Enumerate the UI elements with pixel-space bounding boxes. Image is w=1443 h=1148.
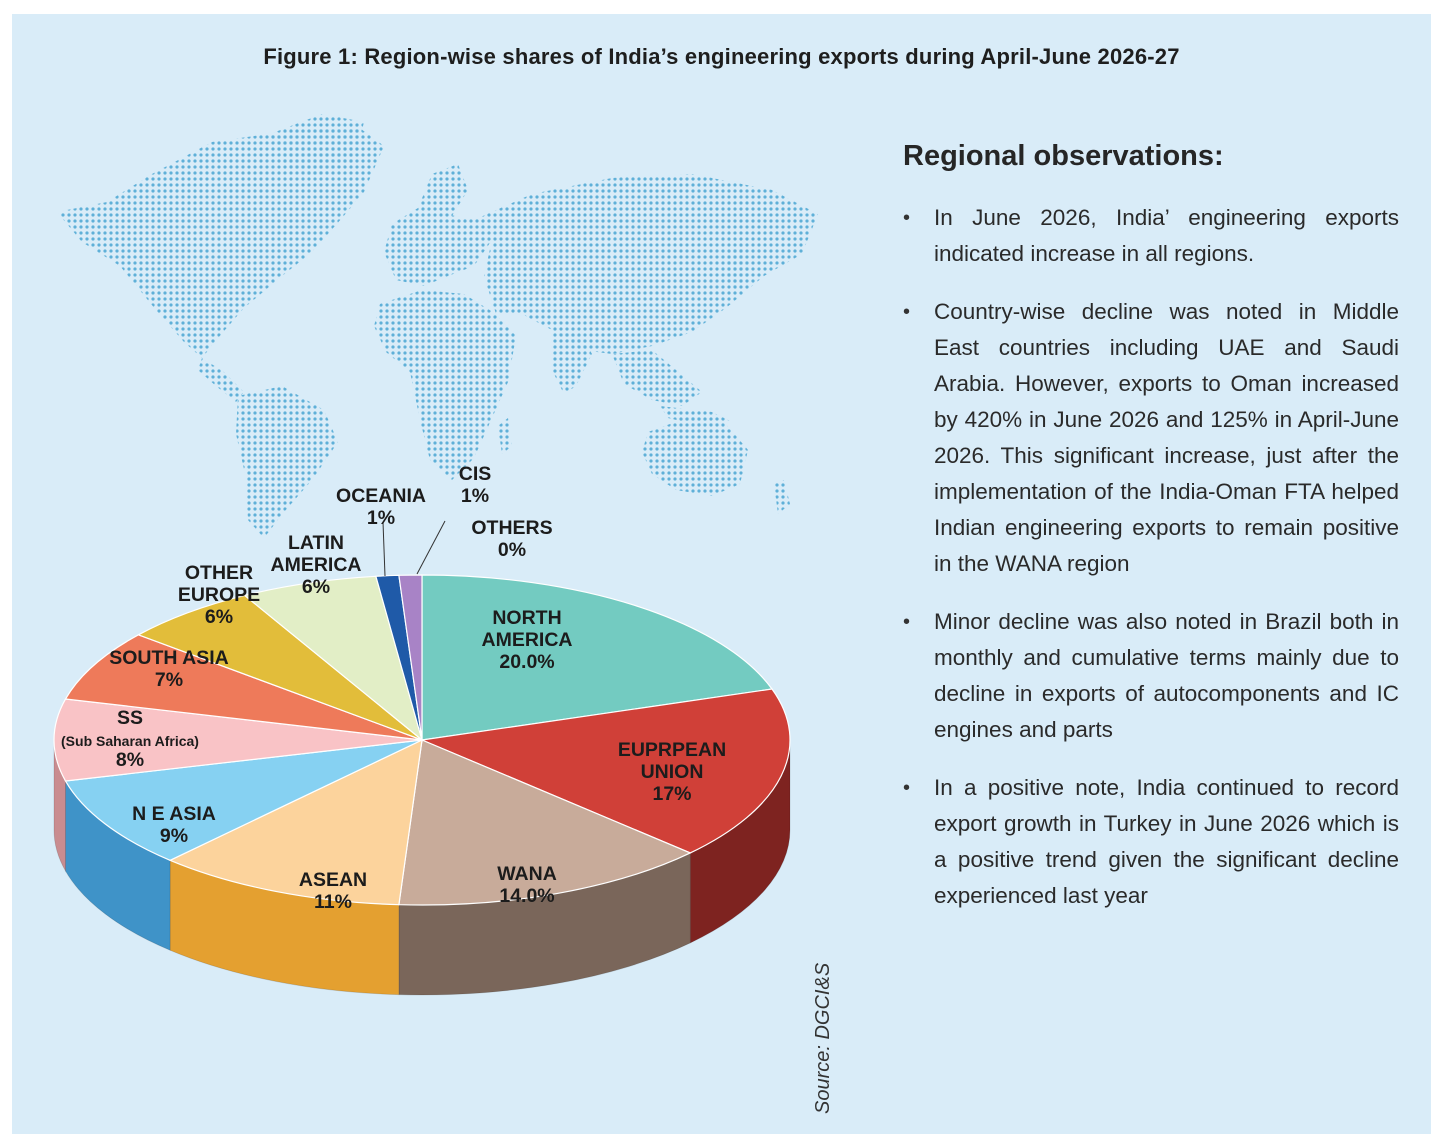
slice-value-oceania: 1% — [367, 507, 395, 529]
pie-slice-ss — [53, 698, 423, 782]
slice-label-n-e-asia: N E ASIA — [132, 803, 216, 825]
observation-text: In June 2026, India’ engineering exports… — [934, 205, 1399, 266]
pie-slice-euprpean-union — [419, 688, 791, 854]
observation-item: • In June 2026, India’ engineering export… — [903, 200, 1399, 272]
pie-slice-asean — [168, 738, 423, 906]
observation-item: • Country-wise decline was noted in Middl… — [903, 294, 1399, 582]
slice-label-cis: CIS — [459, 463, 492, 485]
slice-label-other-europe: OTHER — [185, 562, 253, 584]
slice-value-euprpean-union: 17% — [652, 783, 691, 805]
slice-value-south-asia: 7% — [155, 669, 183, 691]
pie-slice-south-asia — [64, 634, 423, 741]
slice-label-ss: SS — [117, 707, 143, 729]
slice-label-euprpean-union: UNION — [641, 761, 704, 783]
slice-value-cis: 1% — [461, 485, 489, 507]
bullet-icon: • — [903, 207, 911, 229]
slice-label-north-america: AMERICA — [482, 629, 573, 651]
slice-label-others: OTHERS — [471, 517, 552, 539]
slice-label-latin-america: AMERICA — [271, 554, 362, 576]
bullet-icon: • — [903, 301, 911, 323]
slice-label-south-asia: SOUTH ASIA — [109, 647, 229, 669]
slice-label-north-america: NORTH — [492, 607, 561, 629]
observations-heading: Regional observations: — [903, 140, 1224, 172]
slice-value-latin-america: 6% — [302, 576, 330, 598]
pie-slice-cis — [398, 574, 423, 741]
pie-slice-north-america — [421, 574, 774, 741]
slice-label-other-europe: EUROPE — [178, 584, 260, 606]
slice-value-others: 0% — [498, 539, 526, 561]
pie-chart: NORTHAMERICA20.0%EUPRPEANUNION17%WANA14.… — [53, 114, 818, 996]
slice-value-wana: 14.0% — [499, 885, 554, 907]
slice-value-n-e-asia: 9% — [160, 825, 188, 847]
slice-value-asean: 11% — [314, 891, 352, 913]
figure-panel: Figure 1: Region-wise shares of India’s … — [12, 14, 1431, 1134]
observation-text: Country-wise decline was noted in Middle… — [934, 299, 1399, 576]
world-map-dotted-icon — [57, 114, 818, 538]
leader-line-cis — [416, 520, 446, 575]
bullet-icon: • — [903, 611, 911, 633]
slice-label-wana: WANA — [497, 863, 557, 885]
slice-label-euprpean-union: EUPRPEAN — [618, 739, 726, 761]
observation-item: • In a positive note, India continued to … — [903, 770, 1399, 914]
slice-label-oceania: OCEANIA — [336, 485, 426, 507]
pie-slice-wana — [398, 739, 692, 906]
slice-value-north-america: 20.0% — [499, 651, 554, 673]
observation-text: Minor decline was also noted in Brazil b… — [934, 609, 1399, 742]
observation-item: • Minor decline was also noted in Brazil … — [903, 604, 1399, 748]
pie-slice-other-europe — [137, 594, 423, 741]
source-note: Source: DGCI&S — [812, 962, 834, 1114]
observations-list: • In June 2026, India’ engineering export… — [903, 200, 1399, 936]
slice-value-other-europe: 6% — [205, 606, 233, 628]
leader-line-oceania — [382, 521, 386, 577]
pie-slice-latin-america — [243, 575, 424, 742]
slice-label-ss: (Sub Saharan Africa) — [61, 733, 199, 749]
figure-title: Figure 1: Region-wise shares of India’s … — [263, 44, 1180, 69]
pie-slice-n-e-asia — [64, 739, 423, 861]
slice-label-latin-america: LATIN — [288, 532, 344, 554]
slice-label-asean: ASEAN — [299, 869, 367, 891]
slice-value-ss: 8% — [116, 749, 144, 771]
observation-text: In a positive note, India continued to r… — [934, 775, 1399, 908]
bullet-icon: • — [903, 777, 911, 799]
